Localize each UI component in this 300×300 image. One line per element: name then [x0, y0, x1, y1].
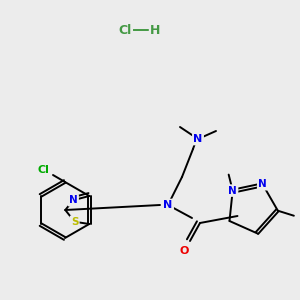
- Text: S: S: [71, 217, 78, 227]
- Text: Cl: Cl: [118, 23, 132, 37]
- Text: N: N: [164, 200, 172, 210]
- Text: O: O: [179, 246, 189, 256]
- Text: Cl: Cl: [37, 165, 49, 175]
- Text: N: N: [194, 134, 202, 144]
- Text: H: H: [150, 23, 160, 37]
- Text: N: N: [258, 179, 267, 189]
- Text: N: N: [69, 195, 78, 205]
- Text: N: N: [228, 186, 237, 196]
